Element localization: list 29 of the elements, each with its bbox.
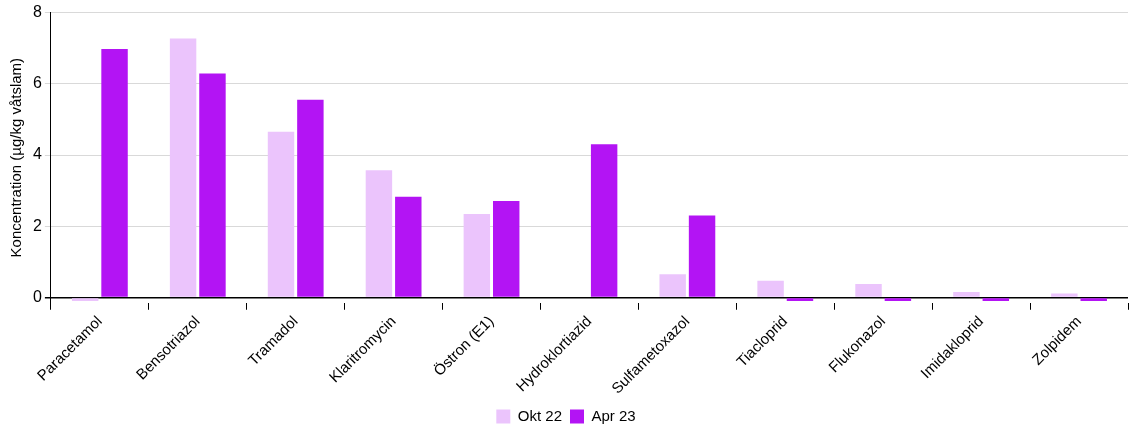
bar [659,274,686,297]
y-tick-label: 2 [32,216,42,234]
bar [169,38,197,297]
bar [982,298,1010,301]
bar [71,298,99,301]
bar [953,292,980,297]
bar [688,215,716,297]
legend-label: Apr 23 [591,406,636,424]
bar [855,283,882,297]
bar [463,214,491,297]
legend-label: Okt 22 [517,406,562,424]
bar [101,48,128,297]
bar [267,131,295,297]
y-tick-label: 0 [32,287,42,305]
bar [297,99,324,297]
bar [493,200,520,297]
bar [590,144,618,297]
y-tick-label: 8 [32,3,42,21]
bar [199,73,226,297]
y-axis-title: Koncentration (µg/kg våtslam) [7,57,25,258]
y-tick-label: 6 [32,74,42,92]
bar [1080,298,1107,301]
bar [786,298,814,301]
bar [1051,293,1078,297]
bar [884,298,912,301]
y-tick-label: 4 [32,145,42,163]
bar [757,280,784,297]
bar [365,170,393,297]
bar [395,196,422,297]
